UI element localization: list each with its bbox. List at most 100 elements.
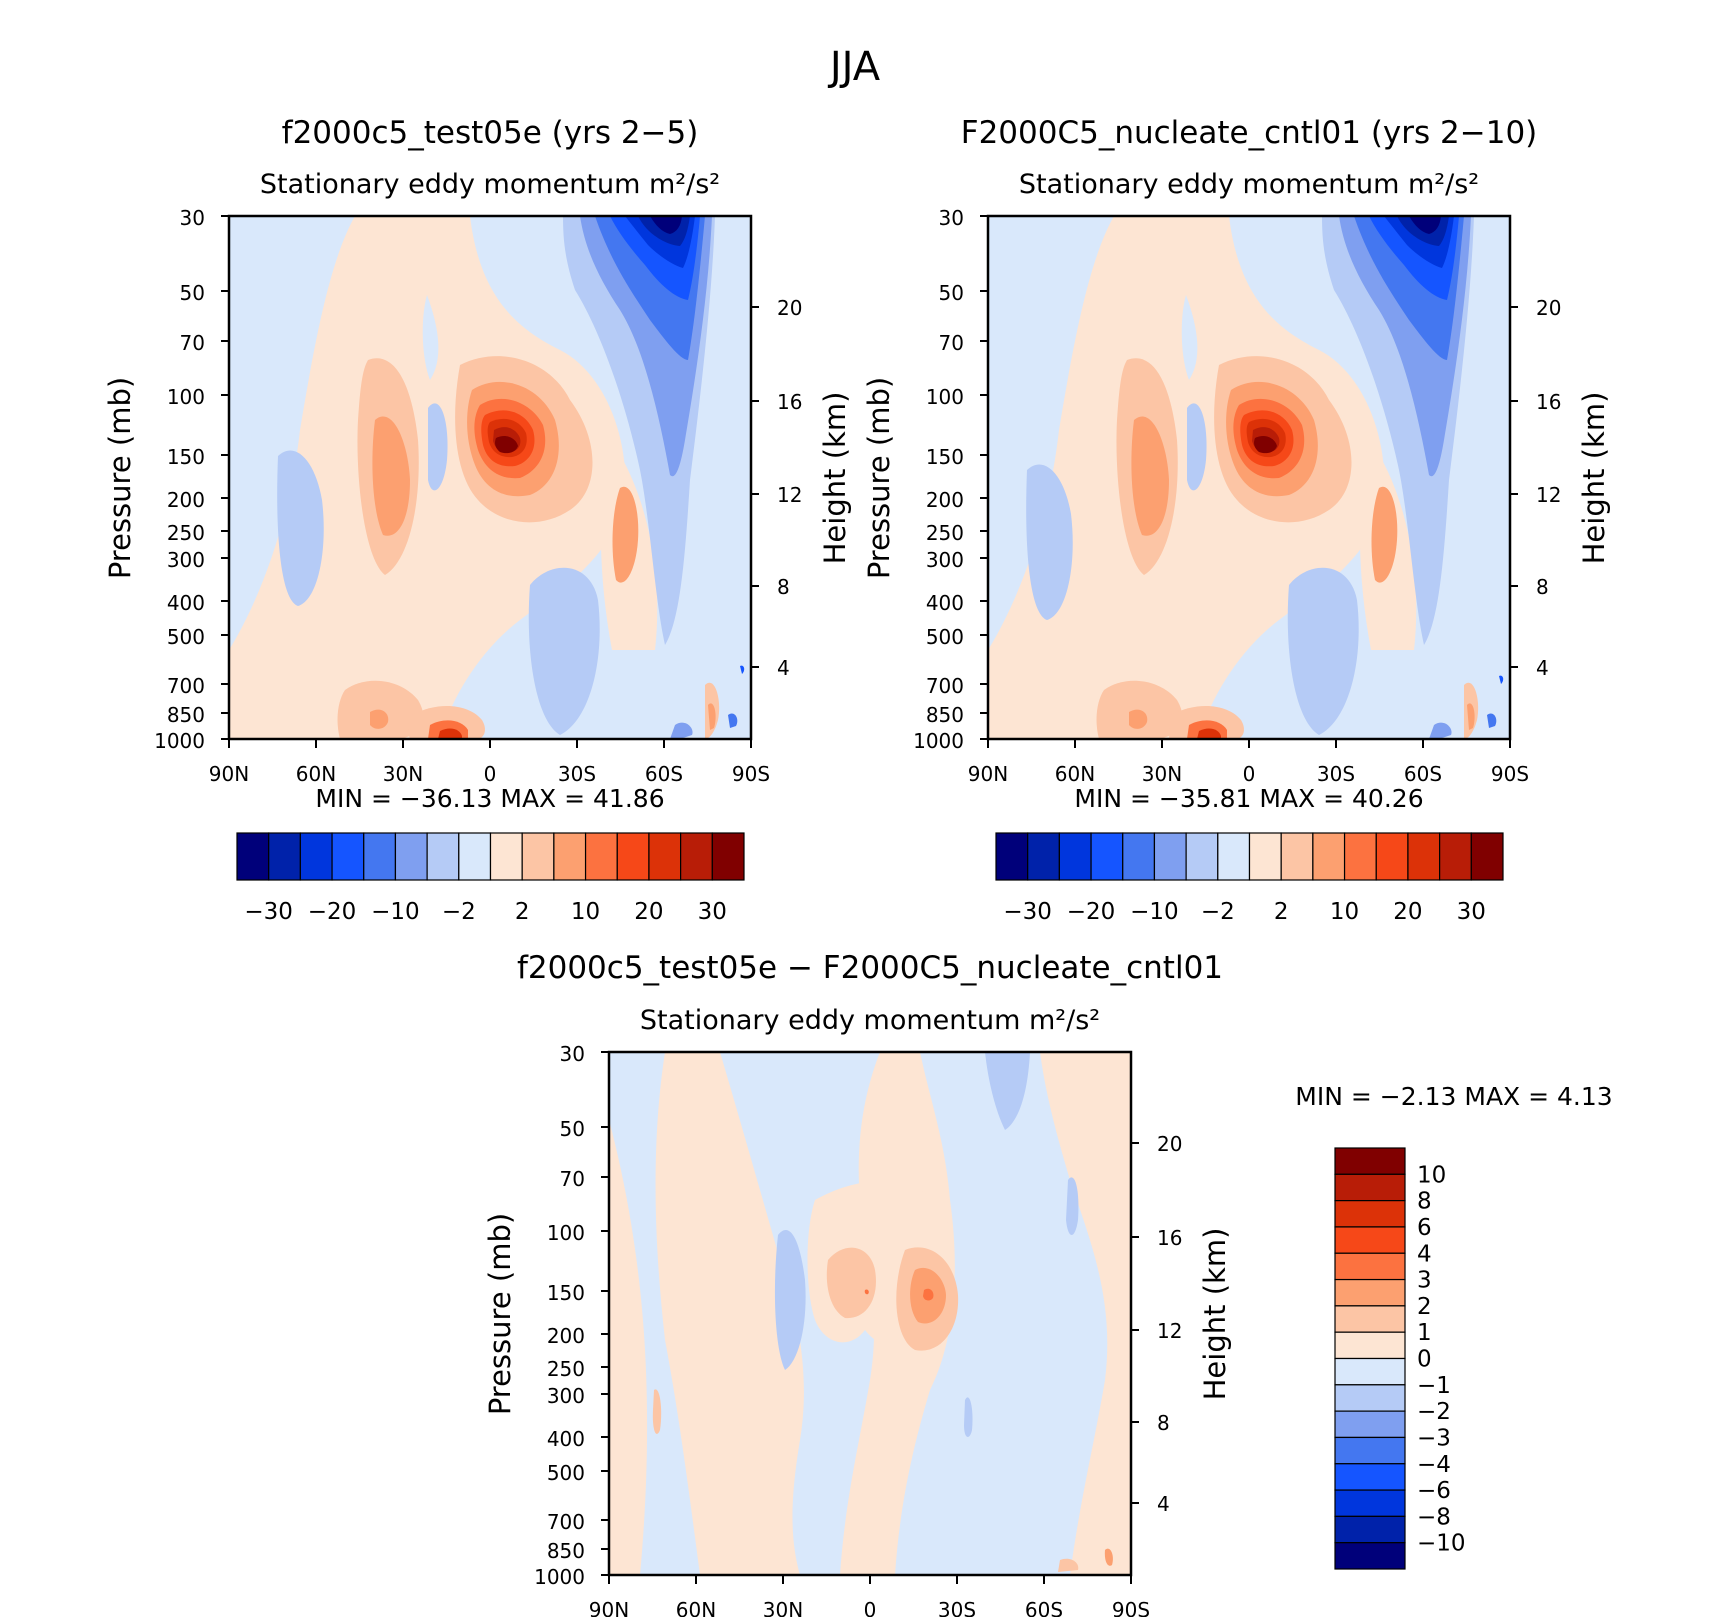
minmax-text: MIN = −2.13 MAX = 4.13: [1295, 1082, 1612, 1111]
panel-subtitle: Stationary eddy momentum m²/s²: [640, 1005, 1100, 1036]
colorbar-swatch: [1407, 832, 1441, 881]
svg-text:60S: 60S: [645, 762, 683, 786]
colorbar-label: −30: [244, 899, 293, 925]
lat-tick-group: 90S: [732, 739, 770, 786]
colorbar-swatch: [1334, 1357, 1406, 1386]
lat-tick-group: 30N: [383, 739, 423, 786]
lat-tick-group: 30S: [558, 739, 596, 786]
svg-text:100: 100: [167, 385, 205, 409]
lat-tick-group: 60N: [676, 1575, 716, 1617]
colorbar-swatch: [268, 832, 301, 881]
colorbar-swatch: [1334, 1226, 1406, 1254]
pressure-tick-group: 200: [926, 488, 988, 512]
svg-text:30N: 30N: [763, 1598, 803, 1617]
colorbar-swatch: [1122, 832, 1156, 881]
lat-tick-group: 60S: [1025, 1575, 1063, 1617]
height-tick-group: 20: [751, 296, 802, 320]
svg-text:60N: 60N: [296, 762, 336, 786]
contour-field: [229, 216, 751, 739]
pressure-tick-group: 50: [560, 1117, 609, 1141]
pressure-tick-group: 150: [547, 1281, 609, 1305]
minmax-text: MIN = −36.13 MAX = 41.86: [315, 784, 664, 813]
height-tick-group: 16: [1510, 390, 1561, 414]
pressure-tick-group: 1000: [913, 729, 988, 753]
colorbar-swatch: [394, 832, 428, 881]
svg-text:60S: 60S: [1404, 762, 1442, 786]
pressure-tick-group: 100: [167, 385, 229, 409]
pressure-tick-group: 70: [560, 1167, 609, 1191]
height-tick-group: 16: [751, 390, 802, 414]
svg-text:30N: 30N: [1142, 762, 1182, 786]
lat-tick-group: 90N: [968, 739, 1008, 786]
colorbar-label: −3: [1417, 1425, 1451, 1451]
svg-text:850: 850: [547, 1539, 585, 1563]
height-tick-group: 20: [1131, 1132, 1182, 1156]
colorbar-swatch: [1058, 832, 1092, 881]
svg-text:30N: 30N: [383, 762, 423, 786]
panel-subtitle: Stationary eddy momentum m²/s²: [260, 169, 720, 200]
colorbar-swatch: [1334, 1305, 1406, 1333]
colorbar-label: −10: [1417, 1531, 1466, 1557]
svg-text:300: 300: [167, 548, 205, 572]
svg-text:70: 70: [560, 1167, 585, 1191]
svg-text:0: 0: [864, 1598, 877, 1617]
pressure-tick-group: 300: [167, 548, 229, 572]
svg-text:200: 200: [926, 488, 964, 512]
svg-text:20: 20: [777, 296, 802, 320]
colorbar-swatch: [1217, 832, 1251, 881]
pressure-tick-group: 200: [547, 1324, 609, 1348]
svg-text:50: 50: [560, 1117, 585, 1141]
height-tick-group: 4: [1131, 1492, 1170, 1516]
colorbar-label: 0: [1417, 1347, 1432, 1373]
svg-text:30S: 30S: [1317, 762, 1355, 786]
pressure-tick-group: 300: [926, 548, 988, 572]
colorbar-label: 30: [698, 899, 727, 925]
pressure-tick-group: 50: [939, 281, 988, 305]
y-label-right: Height (km): [1198, 1228, 1232, 1401]
pressure-tick-group: 700: [167, 674, 229, 698]
pressure-axis: 30 50 70 100 150 200 250 300 400 500 700…: [534, 1042, 609, 1589]
lat-tick-group: 90S: [1112, 1575, 1150, 1617]
colorbar-swatch: [1343, 832, 1377, 881]
panel-difference: f2000c5_test05e − F2000C5_nucleate_cntl0…: [483, 950, 1613, 1617]
colorbar-swatch: [1334, 1542, 1406, 1570]
colorbar-label: 3: [1417, 1268, 1432, 1294]
pressure-tick-group: 400: [547, 1427, 609, 1451]
lat-tick-group: 30N: [1142, 739, 1182, 786]
pressure-tick-group: 700: [926, 674, 988, 698]
svg-text:70: 70: [180, 331, 205, 355]
colorbar-label: 2: [515, 899, 530, 925]
svg-text:16: 16: [1536, 390, 1561, 414]
y-label-left: Pressure (mb): [862, 377, 896, 579]
colorbar-label: 10: [571, 899, 600, 925]
svg-text:12: 12: [777, 483, 802, 507]
colorbar-swatch: [1090, 832, 1124, 881]
svg-text:200: 200: [547, 1324, 585, 1348]
height-tick-group: 12: [751, 483, 802, 507]
svg-text:70: 70: [939, 331, 964, 355]
colorbar-swatch: [236, 832, 270, 881]
svg-text:30: 30: [560, 1042, 585, 1066]
svg-text:300: 300: [547, 1384, 585, 1408]
svg-text:20: 20: [1536, 296, 1561, 320]
svg-text:30: 30: [939, 206, 964, 230]
height-tick-group: 4: [751, 656, 790, 680]
pressure-tick-group: 850: [926, 703, 988, 727]
colorbar-label: −8: [1417, 1504, 1451, 1530]
svg-text:150: 150: [167, 445, 205, 469]
lat-tick-group: 30S: [938, 1575, 976, 1617]
pressure-tick-group: 70: [939, 331, 988, 355]
lat-tick-group: 0: [864, 1575, 877, 1617]
height-tick-group: 12: [1510, 483, 1561, 507]
svg-text:8: 8: [1157, 1411, 1170, 1435]
colorbar-swatch: [616, 832, 650, 881]
colorbar-swatch: [1334, 1410, 1406, 1439]
colorbar-label: 2: [1274, 899, 1289, 925]
svg-text:4: 4: [777, 656, 790, 680]
svg-text:1000: 1000: [913, 729, 964, 753]
svg-text:700: 700: [547, 1510, 585, 1534]
lat-axis: 90N 60N 30N 0 30S 60S 90S: [968, 739, 1529, 786]
colorbar-label: 30: [1457, 899, 1486, 925]
colorbar-swatch: [1280, 832, 1314, 881]
